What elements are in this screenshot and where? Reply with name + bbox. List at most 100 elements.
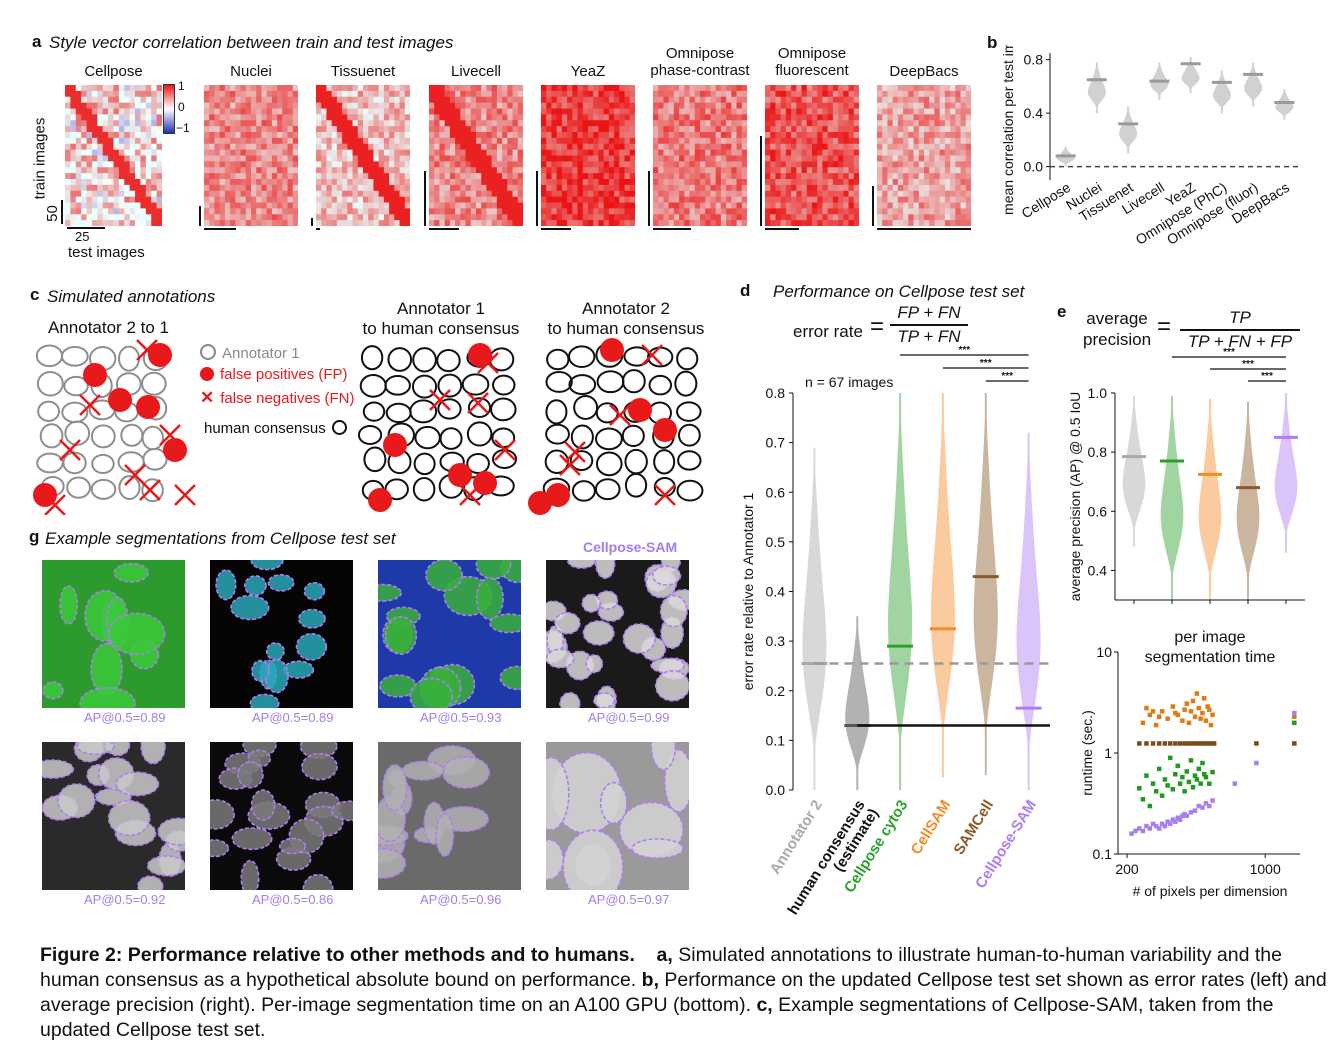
annot2to1-cell — [90, 478, 117, 500]
heatmap-cell — [736, 114, 743, 121]
heatmap-cell — [383, 173, 390, 180]
heatmap-cell — [129, 202, 136, 209]
heatmap-cell — [929, 202, 935, 209]
heatmap-cell — [848, 220, 855, 226]
heatmap-cell — [439, 179, 446, 186]
heatmap-cell — [561, 137, 568, 145]
heatmap-cell — [342, 167, 348, 174]
heatmap-cell — [251, 155, 257, 162]
heatmap-cell — [65, 126, 71, 133]
heatmap-cell — [705, 137, 711, 145]
seg-cell — [659, 594, 688, 628]
heatmap-cell — [70, 220, 77, 226]
heatmap-cell — [770, 108, 776, 115]
heatmap-cell — [598, 114, 605, 121]
heatmap-cell — [336, 208, 343, 215]
heatmap-cell — [383, 161, 390, 168]
heatmap-cell — [806, 202, 813, 209]
heatmap-cell — [929, 155, 935, 162]
heatmap-cell — [102, 137, 109, 145]
heatmap-cell — [389, 126, 395, 133]
heatmap-cell — [507, 108, 514, 115]
heatmap-cell — [455, 102, 461, 109]
heatmap-cell — [389, 202, 395, 209]
heatmap-cell — [614, 120, 620, 127]
heatmap-cell — [261, 137, 268, 145]
title-f-line2: segmentation time — [1145, 649, 1276, 666]
heatmap-cell — [582, 132, 589, 139]
heatmap-cell — [736, 102, 743, 109]
heatmap-cell — [965, 196, 971, 203]
heatmap-cell — [673, 132, 680, 139]
heatmap-cell — [75, 132, 82, 139]
heatmap-cell — [812, 132, 818, 139]
point-cellsam — [1190, 698, 1196, 704]
heatmap-cell — [336, 126, 343, 133]
heatmap-cell — [913, 90, 920, 98]
heatmap-cell — [765, 132, 771, 139]
heatmap-cell — [950, 173, 956, 180]
b-1-violin — [1087, 62, 1106, 114]
heatmap-cell — [331, 102, 338, 109]
heatmap-cell — [486, 137, 493, 145]
heatmap-cell — [65, 155, 71, 162]
heatmap-cell — [108, 132, 114, 139]
formula-e-fraction: TP TP + FN + FP — [1180, 307, 1300, 353]
heatmap-cell — [502, 190, 508, 198]
heatmap-cell — [224, 114, 231, 121]
d-1-violin — [845, 616, 870, 790]
heatmap-cell — [97, 96, 104, 104]
heatmap-cell — [491, 179, 498, 186]
heatmap-cell — [882, 220, 888, 226]
heatmap-cell — [679, 149, 685, 156]
heatmap-cell — [434, 184, 440, 192]
heatmap-cell — [720, 155, 727, 162]
heatmap-cell — [556, 102, 563, 109]
heatmap-cell — [673, 173, 680, 180]
heatmap-cell — [843, 184, 850, 192]
heatmap-cell — [950, 85, 956, 92]
heatmap-cell — [684, 214, 691, 221]
heatmap-cell — [86, 108, 93, 115]
heatmap-cell — [684, 96, 691, 104]
heatmap-cell — [108, 143, 114, 151]
heatmap-cell — [918, 120, 925, 127]
heatmap-cell — [877, 208, 883, 215]
heatmap-cell — [256, 114, 262, 121]
heatmap-title-7: DeepBacs — [889, 63, 959, 80]
heatmap-cell — [118, 137, 125, 145]
heatmap-cell — [429, 179, 435, 186]
heatmap-cell — [903, 196, 909, 203]
heatmap-cell — [118, 179, 125, 186]
heatmap-cell — [838, 202, 844, 209]
heatmap-cell — [336, 102, 343, 109]
heatmap-cell — [342, 202, 348, 209]
seg-cell — [599, 781, 628, 825]
heatmap-cell — [321, 96, 327, 104]
heatmap-cell — [108, 161, 114, 168]
annot2to1-cell — [35, 344, 64, 368]
heatmap-cell — [502, 85, 508, 92]
heatmap-cell — [204, 120, 210, 127]
heatmap-cell — [277, 120, 283, 127]
heatmap-cell — [347, 214, 354, 221]
heatmap-cell — [556, 143, 563, 151]
legend-fn-label: false negatives (FN) — [220, 390, 355, 407]
heatmap-cell — [689, 90, 696, 98]
heatmap-cell — [929, 179, 935, 186]
heatmap-cell — [481, 190, 487, 198]
heatmap-cell — [124, 102, 131, 109]
heatmap-cell — [245, 143, 252, 151]
heatmap-cell — [624, 184, 631, 192]
heatmap-cell — [582, 120, 589, 127]
fn-cross — [477, 352, 499, 374]
heatmap-cell — [434, 214, 440, 221]
heatmap-cell — [770, 161, 776, 168]
heatmap-cell — [113, 143, 120, 151]
heatmap-cell — [726, 132, 732, 139]
heatmap-cell — [812, 102, 818, 109]
heatmap-cell — [65, 85, 71, 92]
heatmap-cell — [209, 143, 215, 151]
ap-label-1: AP@0.5=0.89 — [252, 710, 334, 725]
heatmap-cell — [567, 184, 573, 192]
